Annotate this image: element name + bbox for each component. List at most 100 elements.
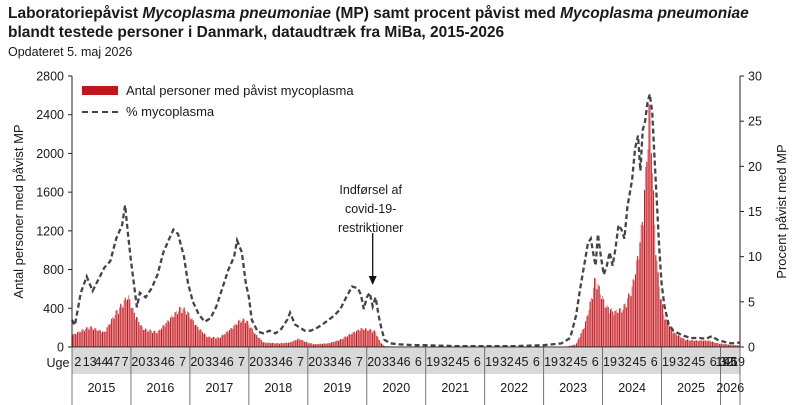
bar [148,330,150,347]
bar [671,329,673,347]
bar [599,294,601,347]
bar [206,336,208,347]
year-label: 2016 [147,381,175,395]
bar [697,340,699,347]
bar [357,329,359,347]
bar [606,304,608,347]
bar [307,342,309,347]
bar [714,342,716,347]
bar [99,330,101,347]
bar [216,337,218,347]
bar [86,327,88,347]
bar [217,337,219,347]
bar [654,224,656,347]
bar [320,344,322,347]
bar [588,310,590,347]
bar [706,341,708,347]
bar [128,295,130,347]
bar [585,321,587,347]
bar [699,340,701,347]
bar [138,322,140,347]
bar [212,337,214,347]
bar [199,329,201,347]
bar [287,342,290,347]
week-label: 44 [95,355,109,369]
legend-swatch-bars [82,86,118,95]
bar [666,320,668,347]
bar [219,337,221,347]
bar [335,340,337,347]
bar [304,341,307,347]
bar [708,340,710,347]
bar [253,333,255,347]
bar [672,333,674,347]
bar [726,344,728,347]
bar [238,320,240,347]
bar [119,307,121,347]
bar [383,345,385,347]
bar [721,343,723,347]
bar [679,335,681,347]
week-label: 6 [474,355,481,369]
bar [204,333,206,347]
bar [648,104,650,347]
bar [693,341,695,347]
week-label: 46 [161,355,175,369]
year-label: 2025 [677,381,705,395]
bar [143,330,146,347]
week-label: 6 [533,355,540,369]
bar [224,333,226,347]
bar [625,307,627,347]
legend-label-line: % mycoplasma [126,104,215,119]
bar [226,331,228,347]
bar [731,345,733,347]
bar [104,331,106,347]
bar [302,340,304,347]
week-label: 47 [106,355,120,369]
week-label: 19 [544,355,558,369]
bar [645,166,647,347]
legend-item-bars: Antal personer med påvist mycoplasma [82,80,354,101]
week-label: 19 [716,355,730,369]
bar [311,343,313,347]
bar [583,327,585,347]
bar [709,341,711,347]
bar [683,338,685,347]
year-label: 2018 [264,381,292,395]
bar [188,312,190,347]
bar [124,297,126,347]
bar [661,298,663,347]
bar [281,342,283,347]
week-label: 33 [264,355,278,369]
bar [362,329,364,347]
bar [295,340,297,347]
bar [170,317,172,347]
bar [738,345,740,347]
bar [149,329,151,347]
bar [176,314,178,347]
bar [365,328,367,347]
annotation-text: Indførsel af [339,183,402,197]
bar [200,329,202,347]
bar [303,341,305,347]
updated-date: Opdateret 5. maj 2026 [8,45,133,59]
bar [209,336,211,347]
bar [571,345,573,347]
week-label: 13 [83,355,97,369]
title-organism2: Mycoplasma pneumoniae [560,5,749,22]
bar [730,344,732,347]
bar [102,331,104,347]
bar [382,344,384,347]
bar [98,329,100,347]
bar [324,343,326,347]
bar [713,341,715,347]
bar [640,224,642,347]
bar [244,323,246,347]
bar [179,306,181,347]
bar [108,324,110,347]
bar [109,323,112,347]
bar [581,330,583,347]
week-label: 32 [677,355,691,369]
bar [181,313,183,347]
y-tick-label-right: 5 [748,295,755,309]
